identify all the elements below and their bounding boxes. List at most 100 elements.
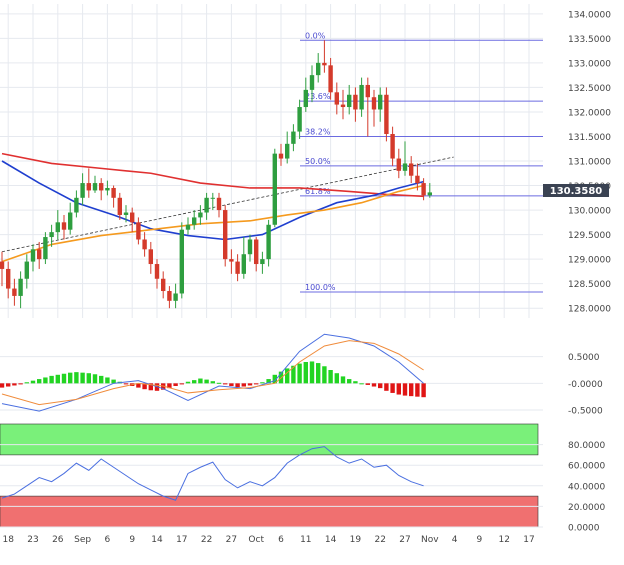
- fib-level-label: 100.0%: [305, 283, 336, 292]
- x-tick-label: Sep: [74, 535, 91, 545]
- candle-bull: [80, 183, 85, 198]
- candle-bear: [37, 249, 42, 260]
- candle-bull: [247, 239, 253, 255]
- candle-bear: [12, 288, 17, 296]
- macd-histogram-bar: [198, 378, 203, 384]
- macd-tick-label: -0.5000: [568, 407, 603, 417]
- candle-bear: [111, 187, 116, 198]
- macd-axis: 0.5000 -0.0000 -0.5000: [568, 353, 603, 416]
- price-tick-label: 132.0000: [568, 108, 611, 118]
- candle-bull: [297, 107, 302, 132]
- rsi-oversold-zone: [0, 495, 539, 528]
- candles: [0, 40, 432, 309]
- candle-bull: [105, 187, 110, 191]
- x-tick-label: Nov: [421, 535, 439, 545]
- x-tick-label: 23: [27, 535, 38, 545]
- x-tick-label: 27: [399, 535, 410, 545]
- macd-histogram-bar: [167, 383, 172, 389]
- fib-level-label: 0.0%: [305, 31, 326, 40]
- trendline: [1, 156, 454, 253]
- candle-bear: [86, 183, 91, 191]
- macd-histogram-bar: [285, 368, 290, 384]
- candle-bear: [0, 261, 5, 269]
- rsi-line: [1, 446, 424, 501]
- candle-bull: [204, 197, 209, 213]
- candle-bull: [210, 197, 215, 199]
- candle-bear: [396, 158, 401, 171]
- candle-bull: [92, 183, 98, 191]
- price-tick-label: 130.0000: [568, 207, 611, 217]
- macd-histogram-bar: [185, 381, 191, 384]
- candle-bear: [421, 183, 426, 196]
- macd-histogram-bar: [43, 377, 48, 384]
- macd-panel-bg: [0, 326, 543, 413]
- macd-histogram-bar: [328, 370, 333, 384]
- candle-bear: [142, 239, 147, 250]
- candle-bear: [229, 259, 234, 262]
- x-tick-label: 19: [350, 535, 362, 545]
- macd-histogram-bar: [291, 365, 296, 384]
- macd-histogram-bar: [365, 383, 370, 385]
- macd-histogram-bar: [99, 375, 104, 384]
- macd-histogram-bar: [390, 383, 395, 393]
- rsi-tick-label: 0.0000: [568, 524, 600, 534]
- macd-histogram-bar: [123, 383, 129, 385]
- x-tick-label: 12: [498, 535, 509, 545]
- x-tick-label: 6: [278, 535, 284, 545]
- macd-tick-label: 0.5000: [568, 353, 600, 363]
- x-tick-label: 14: [151, 535, 163, 545]
- macd-histogram-bar: [142, 383, 147, 390]
- candle-bear: [384, 94, 389, 135]
- x-tick-label: 17: [176, 535, 187, 545]
- macd-histogram-bar: [49, 375, 54, 384]
- x-tick-label: 18: [2, 535, 14, 545]
- macd-histogram-bar: [260, 382, 265, 384]
- candle-bull: [347, 94, 352, 108]
- candle-bull: [427, 192, 432, 196]
- macd-histogram-bar: [384, 383, 389, 391]
- candle-bull: [18, 278, 23, 296]
- price-tick-label: 131.0000: [568, 158, 611, 168]
- candle-bull: [359, 84, 364, 110]
- macd-histogram-bar: [334, 373, 339, 384]
- macd-histogram-bar: [272, 374, 277, 384]
- macd-histogram-bar: [309, 361, 315, 384]
- macd-histogram-bar: [37, 379, 42, 384]
- macd-histogram-bar: [247, 383, 253, 386]
- candle-bear: [415, 175, 420, 184]
- candle-bear: [148, 249, 153, 265]
- moving-average-sma_orange: [1, 184, 424, 263]
- rsi-tick-label: 60.0000: [568, 462, 605, 472]
- x-tick-label: 11: [300, 535, 311, 545]
- price-tick-label: 134.0000: [568, 10, 611, 20]
- rsi-tick-label: 80.0000: [568, 441, 605, 451]
- x-tick-label: 14: [325, 535, 337, 545]
- macd-histogram-bar: [105, 377, 110, 384]
- x-tick-label: 17: [523, 535, 534, 545]
- macd-histogram-bar: [235, 383, 240, 388]
- candle-bull: [309, 75, 315, 90]
- candle-bull: [68, 212, 73, 230]
- candle-bear: [328, 65, 333, 93]
- last-price-tag-box: [543, 184, 609, 197]
- macd-histogram-bar: [371, 383, 377, 387]
- macd-histogram-bar: [0, 383, 5, 388]
- candle-bull: [241, 254, 246, 274]
- macd-histogram-bar: [210, 381, 215, 384]
- macd-histogram-bar: [24, 382, 29, 384]
- macd-histogram-bar: [12, 383, 17, 386]
- candle-bear: [334, 92, 339, 105]
- rsi-overbought-zone: [0, 423, 539, 456]
- candle-bull: [303, 89, 308, 108]
- candle-bear: [117, 197, 122, 215]
- macd-histogram-bar: [353, 381, 358, 384]
- macd-histogram-bar: [86, 373, 91, 384]
- macd-panel: 0.5000 -0.0000 -0.5000: [0, 326, 603, 417]
- last-price-tag: 130.3580: [543, 184, 609, 197]
- macd-histogram-bar: [30, 380, 36, 384]
- macd-histogram-bar: [173, 383, 178, 386]
- candle-bull: [402, 163, 408, 171]
- macd-histogram-bar: [161, 383, 166, 390]
- macd-histogram-bar: [303, 362, 308, 384]
- x-tick-label: 22: [201, 535, 212, 545]
